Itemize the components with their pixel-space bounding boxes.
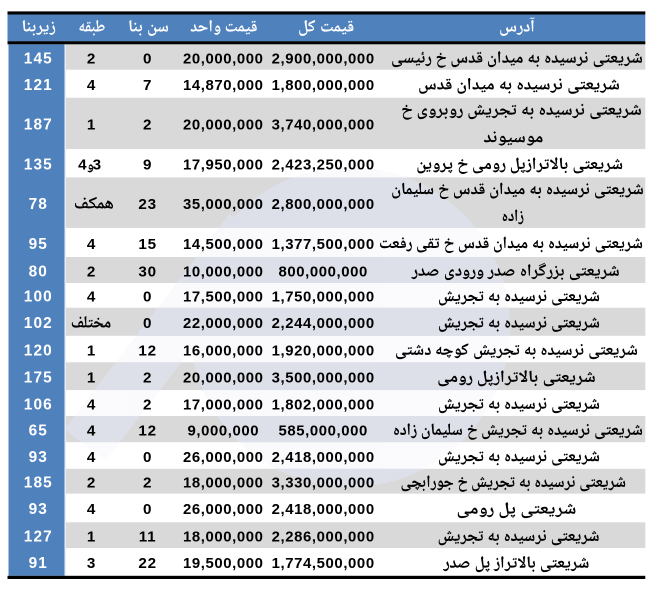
svg-text:16,000,000: 16,000,000 xyxy=(183,343,264,359)
svg-text:15: 15 xyxy=(138,236,157,253)
svg-text:91: 91 xyxy=(29,555,48,572)
svg-text:3,500,000,000: 3,500,000,000 xyxy=(272,371,375,387)
svg-text:22: 22 xyxy=(138,555,157,572)
svg-text:2,900,000,000: 2,900,000,000 xyxy=(272,51,375,67)
svg-text:102: 102 xyxy=(24,315,53,332)
svg-text:0: 0 xyxy=(143,289,152,306)
svg-text:12: 12 xyxy=(138,422,157,439)
svg-text:1,920,000,000: 1,920,000,000 xyxy=(272,343,375,359)
svg-text:12: 12 xyxy=(138,342,157,359)
svg-text:26,000,000: 26,000,000 xyxy=(183,502,264,518)
svg-text:2: 2 xyxy=(87,263,96,280)
svg-text:2,800,000,000: 2,800,000,000 xyxy=(272,197,375,213)
svg-text:1,800,000,000: 1,800,000,000 xyxy=(272,78,375,94)
svg-text:187: 187 xyxy=(24,117,53,134)
svg-text:80: 80 xyxy=(29,263,48,280)
svg-text:1: 1 xyxy=(87,117,96,134)
svg-text:2: 2 xyxy=(87,475,96,492)
svg-text:0: 0 xyxy=(143,315,152,332)
svg-text:2,418,000,000: 2,418,000,000 xyxy=(272,502,375,518)
svg-text:10,000,000: 10,000,000 xyxy=(183,264,264,280)
svg-text:17,000,000: 17,000,000 xyxy=(183,397,264,413)
svg-text:9: 9 xyxy=(143,157,152,174)
svg-text:1,802,000,000: 1,802,000,000 xyxy=(272,397,375,413)
svg-text:127: 127 xyxy=(24,529,53,546)
svg-text:20,000,000: 20,000,000 xyxy=(183,118,264,134)
svg-text:11: 11 xyxy=(139,529,157,546)
svg-text:17,950,000: 17,950,000 xyxy=(183,158,264,174)
svg-text:120: 120 xyxy=(24,342,53,359)
svg-text:22,000,000: 22,000,000 xyxy=(183,316,264,332)
svg-text:14,500,000: 14,500,000 xyxy=(183,237,264,253)
svg-text:3: 3 xyxy=(87,555,96,572)
svg-text:1: 1 xyxy=(87,529,96,546)
svg-text:2: 2 xyxy=(143,396,152,413)
svg-text:0: 0 xyxy=(143,449,152,466)
svg-text:3,330,000,000: 3,330,000,000 xyxy=(272,476,375,492)
svg-text:18,000,000: 18,000,000 xyxy=(183,476,264,492)
svg-text:145: 145 xyxy=(24,50,53,67)
svg-text:30: 30 xyxy=(138,263,157,280)
svg-text:0: 0 xyxy=(143,501,152,518)
svg-text:800,000,000: 800,000,000 xyxy=(278,264,367,280)
svg-text:1,377,500,000: 1,377,500,000 xyxy=(272,237,375,253)
svg-text:2,244,000,000: 2,244,000,000 xyxy=(272,316,375,332)
svg-text:135: 135 xyxy=(24,157,53,174)
svg-text:9,000,000: 9,000,000 xyxy=(187,423,259,439)
svg-text:4: 4 xyxy=(87,449,96,466)
svg-text:4: 4 xyxy=(87,236,96,253)
svg-text:2: 2 xyxy=(87,50,96,67)
svg-text:2,286,000,000: 2,286,000,000 xyxy=(272,530,375,546)
svg-text:7: 7 xyxy=(143,77,152,94)
svg-text:65: 65 xyxy=(29,422,48,439)
svg-text:585,000,000: 585,000,000 xyxy=(278,423,367,439)
svg-text:4: 4 xyxy=(87,77,96,94)
svg-text:1: 1 xyxy=(87,342,96,359)
svg-text:2: 2 xyxy=(143,370,152,387)
svg-text:0: 0 xyxy=(143,50,152,67)
svg-text:4: 4 xyxy=(87,396,96,413)
svg-text:23: 23 xyxy=(138,196,157,213)
svg-text:78: 78 xyxy=(29,196,48,213)
svg-text:2: 2 xyxy=(143,117,152,134)
svg-text:20,000,000: 20,000,000 xyxy=(183,51,264,67)
svg-text:1,750,000,000: 1,750,000,000 xyxy=(272,290,375,306)
svg-text:2: 2 xyxy=(143,475,152,492)
svg-text:95: 95 xyxy=(29,236,48,253)
svg-text:106: 106 xyxy=(24,396,53,413)
svg-text:4: 4 xyxy=(78,157,87,174)
svg-text:4: 4 xyxy=(87,422,96,439)
svg-text:93: 93 xyxy=(29,501,48,518)
svg-text:17,500,000: 17,500,000 xyxy=(183,290,264,306)
svg-text:3: 3 xyxy=(93,157,102,174)
svg-text:121: 121 xyxy=(24,77,53,94)
svg-text:18,000,000: 18,000,000 xyxy=(183,530,264,546)
svg-text:19,500,000: 19,500,000 xyxy=(183,556,264,572)
svg-text:4: 4 xyxy=(87,501,96,518)
svg-text:26,000,000: 26,000,000 xyxy=(183,450,264,466)
svg-text:100: 100 xyxy=(24,289,53,306)
svg-text:20,000,000: 20,000,000 xyxy=(183,371,264,387)
svg-text:1,774,500,000: 1,774,500,000 xyxy=(272,556,375,572)
svg-text:1: 1 xyxy=(87,370,96,387)
svg-text:93: 93 xyxy=(29,449,48,466)
svg-text:185: 185 xyxy=(24,475,53,492)
svg-text:3,740,000,000: 3,740,000,000 xyxy=(272,118,375,134)
svg-text:2,423,250,000: 2,423,250,000 xyxy=(272,158,375,174)
svg-text:175: 175 xyxy=(24,370,53,387)
svg-text:2,418,000,000: 2,418,000,000 xyxy=(272,450,375,466)
svg-text:35,000,000: 35,000,000 xyxy=(183,197,264,213)
svg-text:4: 4 xyxy=(87,289,96,306)
svg-text:14,870,000: 14,870,000 xyxy=(183,78,264,94)
